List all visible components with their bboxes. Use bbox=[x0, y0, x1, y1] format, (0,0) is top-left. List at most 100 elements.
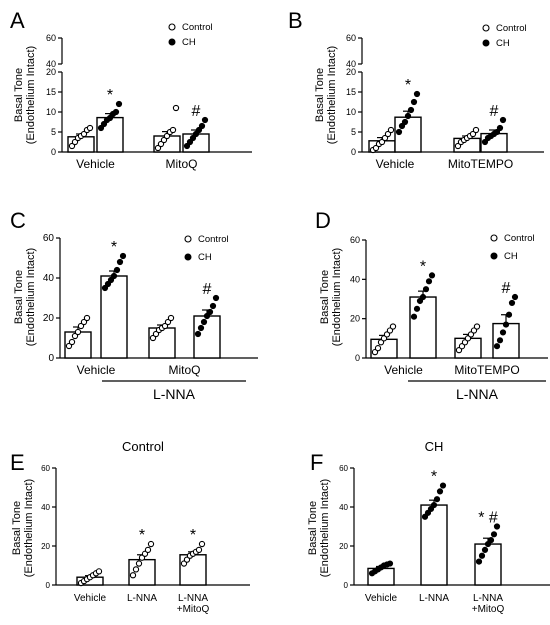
data-point bbox=[74, 328, 82, 336]
significance-marker: * bbox=[190, 527, 196, 544]
data-point bbox=[496, 124, 504, 132]
legend-label: CH bbox=[182, 37, 196, 48]
data-point bbox=[493, 128, 501, 136]
panel-letter: A bbox=[10, 8, 25, 33]
legend-label: Control bbox=[504, 233, 535, 244]
y-tick-label: 20 bbox=[350, 314, 360, 324]
data-point bbox=[68, 142, 76, 150]
group-label: MitoQ bbox=[168, 363, 200, 377]
panel-title: Control bbox=[122, 439, 164, 454]
data-point bbox=[160, 136, 168, 144]
y-axis-label: Basal Tone(Endothelium Intact) bbox=[11, 479, 35, 577]
data-point bbox=[372, 144, 380, 152]
data-point bbox=[401, 118, 409, 126]
data-point bbox=[95, 568, 103, 575]
panel-letter: D bbox=[315, 208, 331, 233]
data-point bbox=[97, 124, 105, 132]
data-point bbox=[192, 130, 200, 138]
data-point bbox=[404, 112, 412, 120]
category-label: Vehicle bbox=[365, 593, 398, 604]
y-axis-label-line: (Endothelium Intact) bbox=[331, 248, 343, 346]
data-point bbox=[104, 280, 112, 288]
y-tick-label: 10 bbox=[46, 107, 56, 117]
data-point bbox=[186, 138, 194, 146]
category-label: Vehicle bbox=[74, 593, 107, 604]
data-point bbox=[427, 505, 435, 513]
y-axis-label-line: Basal Tone bbox=[314, 68, 326, 122]
y-tick-label: 20 bbox=[346, 67, 356, 77]
category-label: L-NNA bbox=[419, 593, 449, 604]
y-axis-label: Basal Tone(Endothelium Intact) bbox=[319, 248, 343, 346]
bracket-label: L-NNA bbox=[456, 386, 499, 402]
y-tick-label: 5 bbox=[51, 127, 56, 137]
data-point bbox=[422, 286, 430, 293]
data-point bbox=[413, 305, 421, 312]
data-point bbox=[487, 537, 495, 544]
legend-marker bbox=[482, 24, 490, 32]
data-point bbox=[157, 140, 165, 148]
data-point bbox=[203, 312, 211, 320]
data-point bbox=[112, 108, 120, 116]
y-tick-label: 0 bbox=[355, 353, 360, 363]
significance-marker: * # bbox=[478, 510, 498, 527]
significance-marker: * bbox=[405, 77, 411, 94]
legend-marker bbox=[184, 253, 192, 261]
panel-letter: F bbox=[310, 450, 323, 475]
data-point bbox=[100, 120, 108, 128]
data-point bbox=[189, 134, 197, 142]
y-tick-label: 0 bbox=[51, 147, 56, 157]
data-point bbox=[374, 345, 382, 352]
group-label: Vehicle bbox=[76, 157, 115, 171]
data-point bbox=[83, 314, 91, 322]
category-label-line: +MitoQ bbox=[472, 604, 505, 615]
y-tick-label: 60 bbox=[346, 33, 356, 43]
data-point bbox=[71, 138, 79, 146]
data-point bbox=[499, 116, 507, 124]
y-tick-label: 0 bbox=[344, 581, 349, 590]
y-tick-label: 40 bbox=[339, 503, 348, 512]
data-point bbox=[116, 258, 124, 266]
category-label: L-NNA +MitoQ bbox=[472, 593, 505, 615]
data-point bbox=[101, 284, 109, 292]
bar bbox=[96, 116, 124, 153]
y-tick-label: 60 bbox=[339, 464, 348, 473]
legend-marker bbox=[482, 39, 490, 47]
data-point bbox=[86, 124, 94, 132]
legend-label: CH bbox=[496, 38, 510, 49]
data-point bbox=[511, 293, 519, 301]
data-point bbox=[200, 318, 208, 326]
significance-marker: * bbox=[107, 87, 113, 104]
category-label-line: L-NNA bbox=[473, 593, 503, 604]
y-axis-label: Basal Tone(Endothelium Intact) bbox=[307, 479, 331, 577]
y-tick-label: 40 bbox=[346, 59, 356, 69]
data-point bbox=[454, 142, 462, 150]
data-point bbox=[172, 104, 180, 112]
panel-f: F CH Basal Tone(Endothelium Intact) 0 20 40 60… bbox=[307, 439, 550, 615]
data-point bbox=[413, 90, 421, 98]
panel-title: CH bbox=[425, 439, 444, 454]
group-label: Vehicle bbox=[77, 363, 116, 377]
category-label-line: Vehicle bbox=[365, 593, 398, 604]
legend-label: CH bbox=[198, 252, 212, 263]
y-tick-label: 0 bbox=[46, 581, 51, 590]
y-tick-label: 20 bbox=[46, 67, 56, 77]
data-point bbox=[481, 546, 489, 554]
data-point bbox=[469, 130, 477, 138]
category-label: L-NNA +MitoQ bbox=[177, 593, 210, 615]
data-point bbox=[68, 338, 76, 346]
data-point bbox=[163, 132, 171, 140]
data-point bbox=[424, 509, 432, 516]
data-point bbox=[161, 322, 169, 330]
significance-marker: # bbox=[490, 103, 499, 120]
data-point bbox=[164, 318, 172, 326]
y-axis-label-line: Basal Tone bbox=[11, 501, 23, 555]
y-tick-label: 0 bbox=[351, 147, 356, 157]
data-point bbox=[496, 337, 504, 344]
y-axis-label-line: (Endothelium Intact) bbox=[326, 46, 338, 144]
y-tick-label: 20 bbox=[339, 542, 348, 551]
data-point bbox=[195, 546, 203, 554]
data-point bbox=[154, 144, 162, 152]
y-axis-label-line: Basal Tone bbox=[13, 68, 25, 122]
data-point bbox=[493, 523, 501, 530]
data-point bbox=[113, 266, 121, 274]
